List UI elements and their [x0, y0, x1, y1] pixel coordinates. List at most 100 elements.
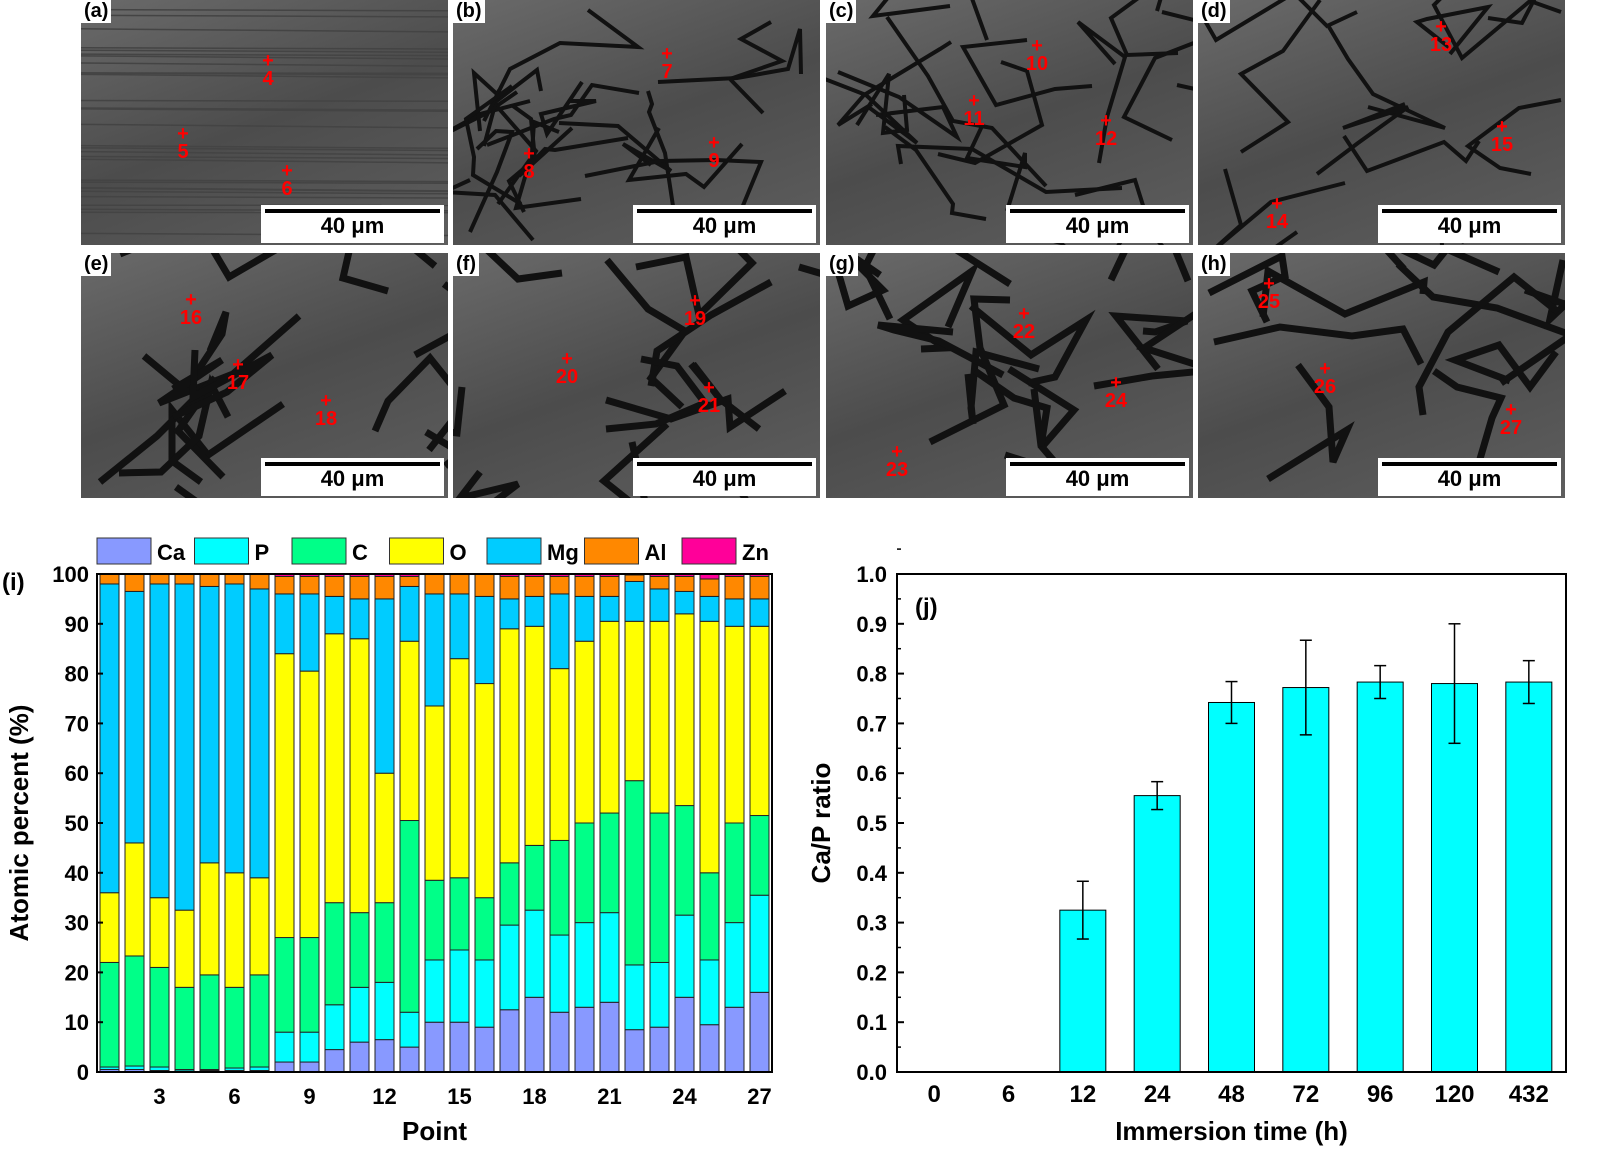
- sem-panel: (d) 40 μm +13 +14 +15: [1198, 0, 1565, 245]
- legend-swatch: [96, 537, 152, 565]
- bar-segment-ca: [524, 996, 545, 1073]
- x-tick-label: 432: [1509, 1081, 1549, 1108]
- bar-segment-al: [749, 575, 770, 600]
- bar-segment-al: [674, 575, 695, 592]
- bar-segment-o: [524, 625, 545, 846]
- y-tick-label: 0.1: [856, 1010, 887, 1035]
- bar-segment-p: [374, 981, 395, 1041]
- sem-panel: (h) 40 μm +25 +26 +27: [1198, 253, 1565, 498]
- point-marker: +27: [1499, 399, 1523, 439]
- bar-segment-o: [299, 670, 320, 939]
- bar-segment-c: [624, 780, 645, 966]
- point-marker: +7: [661, 43, 673, 83]
- point-marker: +9: [708, 132, 720, 172]
- x-tick-label: 72: [1292, 1081, 1319, 1108]
- panel-label: (c): [826, 0, 857, 23]
- bar-segment-ca: [499, 1009, 520, 1073]
- bar-segment-ca: [399, 1046, 420, 1073]
- bar-segment-o: [174, 909, 195, 988]
- bar: [1059, 909, 1107, 1073]
- bar-segment-c: [224, 986, 245, 1069]
- bar-segment-mg: [549, 593, 570, 670]
- point-marker: +16: [179, 289, 203, 329]
- point-marker: +13: [1429, 16, 1453, 56]
- legend-label: Zn: [742, 540, 769, 565]
- bar-segment-al: [699, 578, 720, 597]
- point-marker: +25: [1257, 273, 1281, 313]
- point-marker: +11: [963, 90, 985, 130]
- bar-segment-o: [499, 628, 520, 864]
- bar-segment-ca: [449, 1021, 470, 1073]
- point-marker: +19: [683, 290, 707, 330]
- bar-segment-ca: [424, 1021, 445, 1073]
- bar-segment-mg: [724, 598, 745, 627]
- x-tick-label: 3: [153, 1084, 165, 1109]
- bar-segment-al: [374, 575, 395, 600]
- bar-segment-c: [149, 966, 170, 1068]
- y-tick-label: 70: [65, 711, 89, 736]
- y-tick-label: 20: [65, 960, 89, 985]
- x-axis-label: Immersion time (h): [1115, 1116, 1348, 1146]
- panel-label: (a): [81, 0, 112, 23]
- bar-segment-o: [324, 633, 345, 904]
- x-tick-label: 24: [1144, 1081, 1171, 1108]
- bar-segment-al: [274, 575, 295, 595]
- bar-segment-c: [749, 815, 770, 896]
- y-tick-label: 0.6: [856, 761, 887, 786]
- bar-segment-p: [449, 949, 470, 1023]
- y-tick-label: 40: [65, 861, 89, 886]
- bar-segment-o: [149, 897, 170, 968]
- bar: [1133, 795, 1181, 1073]
- legend-swatch: [584, 537, 639, 565]
- bar-segment-o: [249, 877, 270, 976]
- bar-segment-o: [349, 638, 370, 914]
- bar-segment-o: [624, 620, 645, 782]
- legend-label: C: [352, 540, 368, 565]
- crack-texture: [97, 253, 448, 498]
- point-marker: +23: [885, 441, 909, 481]
- bar-segment-mg: [174, 583, 195, 911]
- bar-segment-o: [549, 668, 570, 841]
- y-tick-label: 30: [65, 911, 89, 936]
- sem-panel: (a) 40 μm +4 +5 +6: [81, 0, 448, 245]
- panel-label: (e): [81, 253, 112, 276]
- bar-segment-p: [249, 1066, 270, 1072]
- point-marker: +12: [1094, 110, 1118, 150]
- bar-segment-c: [674, 805, 695, 916]
- bar-segment-p: [349, 986, 370, 1043]
- x-tick-label: 27: [747, 1084, 771, 1109]
- bar-segment-al: [599, 575, 620, 597]
- x-axis-label: Point: [402, 1116, 467, 1146]
- bar-segment-al: [424, 573, 445, 595]
- panel-label: (b): [453, 0, 485, 23]
- bar-segment-o: [674, 613, 695, 807]
- bar-segment-ca: [649, 1026, 670, 1073]
- bar-segment-c: [474, 897, 495, 961]
- y-tick-label: 0.3: [856, 911, 887, 936]
- bar-segment-al: [324, 575, 345, 597]
- panel-label: (d): [1198, 0, 1230, 23]
- legend-label: Al: [645, 540, 667, 565]
- panel-label: (h): [1198, 253, 1230, 276]
- x-tick-label: 21: [597, 1084, 621, 1109]
- bar-segment-o: [99, 892, 120, 963]
- bar-segment-al: [399, 575, 420, 587]
- bar-segment-p: [674, 914, 695, 998]
- point-marker: +26: [1313, 358, 1337, 398]
- bar-segment-mg: [624, 580, 645, 622]
- scale-bar: 40 μm: [261, 205, 444, 243]
- bar-segment-mg: [749, 598, 770, 627]
- bar-segment-o: [649, 620, 670, 814]
- scale-bar: 40 μm: [1378, 205, 1561, 243]
- bar: [1505, 681, 1553, 1073]
- bar-segment-al: [474, 573, 495, 597]
- bar-segment-c: [199, 974, 220, 1071]
- y-tick-label: 1.0: [856, 562, 887, 587]
- point-marker: +20: [555, 348, 579, 388]
- bar-segment-ca: [699, 1024, 720, 1073]
- panel-label: (g): [826, 253, 858, 276]
- bar-segment-o: [474, 683, 495, 899]
- bar-segment-p: [524, 909, 545, 998]
- bar-segment-mg: [574, 595, 595, 642]
- y-tick-label: 80: [65, 662, 89, 687]
